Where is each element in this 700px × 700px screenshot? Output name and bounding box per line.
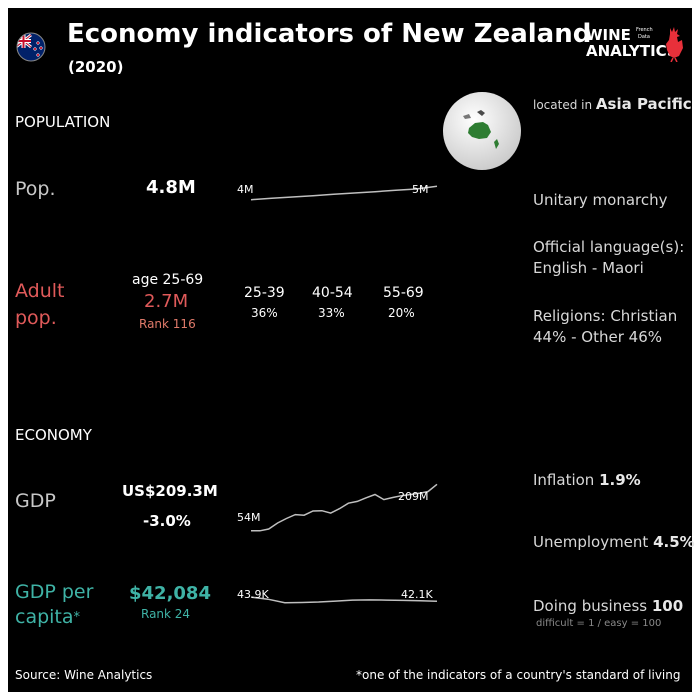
new-zealand-flag-icon	[16, 32, 46, 62]
pop-spark-start-label: 4M	[237, 183, 254, 196]
pop-label: Pop.	[15, 178, 56, 200]
government-type: Unitary monarchy	[533, 191, 668, 209]
gdp-value: US$209.3M	[122, 482, 218, 500]
gdp-per-capita-asterisk: *	[73, 610, 81, 625]
gdp-per-capita-rank: Rank 24	[141, 607, 191, 621]
age-group-range: 40-54	[312, 285, 353, 301]
inflation-value: 1.9%	[599, 471, 641, 489]
religions-line2: 44% - Other 46%	[533, 328, 662, 346]
adult-age-range: age 25-69	[132, 272, 204, 288]
gdp-growth: -3.0%	[143, 512, 191, 530]
unemployment: Unemployment 4.5%	[533, 533, 695, 551]
adult-pop-label-line2: pop.	[15, 307, 57, 329]
adult-pop-value: 2.7M	[144, 291, 189, 312]
page-subtitle: (2020)	[68, 58, 124, 76]
gdp-sparkline	[251, 483, 438, 532]
gdp-label: GDP	[15, 490, 56, 512]
religions-line1: Religions: Christian	[533, 307, 678, 325]
population-sparkline	[250, 185, 438, 201]
globe-map-icon	[443, 92, 521, 170]
gdp-per-capita-label-line2: capita*	[15, 606, 81, 628]
logo-line2: ANALYTICS	[586, 42, 678, 60]
logo-line1: WINE	[586, 26, 631, 44]
doing-business-value: 100	[651, 597, 684, 615]
age-group-range: 55-69	[383, 285, 424, 301]
age-group-share: 36%	[251, 306, 278, 320]
dashboard-panel: Economy indicators of New Zealand (2020)…	[8, 8, 695, 692]
gdp-per-capita-value: $42,084	[129, 583, 211, 604]
gdp-per-capita-label-line1: GDP per	[15, 581, 94, 603]
unemployment-value: 4.5%	[653, 533, 695, 551]
age-group-share: 20%	[388, 306, 415, 320]
age-group-share: 33%	[318, 306, 345, 320]
source-note: Source: Wine Analytics	[15, 668, 153, 682]
pop-spark-end-label: 5M	[412, 183, 429, 196]
doing-business: Doing business 100	[533, 597, 684, 615]
located-in: located in Asia Pacific	[533, 95, 692, 113]
sparkline-series-line	[250, 185, 438, 201]
population-section-label: POPULATION	[15, 113, 111, 131]
gdpc-spark-end-label: 42.1K	[401, 588, 433, 601]
region-name: Asia Pacific	[595, 95, 692, 113]
wine-analytics-logo: WINE ANALYTICS French Data	[578, 24, 686, 70]
sparkline-series-line	[250, 596, 438, 604]
inflation: Inflation 1.9%	[533, 471, 641, 489]
adult-pop-label-line1: Adult	[15, 280, 65, 302]
footnote: *one of the indicators of a country's st…	[356, 668, 681, 682]
gdp-spark-end-label: 209M	[398, 490, 429, 503]
pop-value: 4.8M	[146, 177, 196, 198]
gdp-per-capita-sparkline	[250, 596, 438, 604]
doing-business-note: difficult = 1 / easy = 100	[536, 618, 662, 629]
located-prefix: located in	[533, 98, 593, 112]
logo-tag2: Data	[638, 34, 650, 40]
adult-pop-rank: Rank 116	[139, 317, 196, 331]
gdp-spark-start-label: 54M	[237, 511, 261, 524]
sparkline-series-line	[251, 483, 438, 532]
languages: English - Maori	[533, 259, 644, 277]
age-group-range: 25-39	[244, 285, 285, 301]
page-title: Economy indicators of New Zealand	[67, 19, 592, 49]
logo-tag1: French	[636, 27, 653, 33]
language-label: Official language(s):	[533, 238, 685, 256]
rooster-icon	[666, 27, 683, 62]
gdpc-spark-start-label: 43.9K	[237, 588, 269, 601]
economy-section-label: ECONOMY	[15, 426, 92, 444]
